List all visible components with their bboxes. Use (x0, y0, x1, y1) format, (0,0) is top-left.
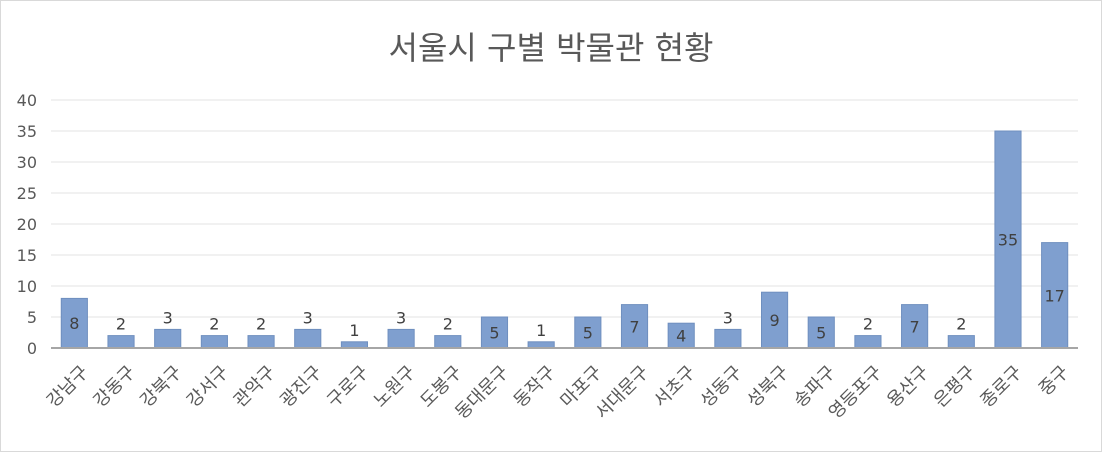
grid (51, 99, 1078, 318)
x-tick-label: 종로구 (977, 362, 1027, 412)
bar (154, 328, 182, 349)
bar (1041, 242, 1069, 349)
data-labels: 8 2 3 2 2 3 1 3 2 5 1 5 7 4 3 9 5 2 7 2 35 17 (69, 231, 1065, 346)
bar (434, 335, 462, 349)
data-label: 9 (769, 311, 779, 330)
data-label: 5 (816, 324, 826, 343)
data-label: 2 (209, 315, 219, 334)
x-tick-label: 중구 (1035, 362, 1073, 400)
data-label: 2 (116, 315, 126, 334)
data-label: 1 (536, 321, 546, 340)
x-tick-label: 노원구 (370, 362, 420, 412)
data-label: 35 (998, 231, 1018, 250)
y-tick-label: 35 (17, 122, 37, 141)
y-tick-label: 5 (27, 308, 37, 327)
x-tick-label: 관악구 (230, 362, 280, 412)
bar (387, 328, 415, 349)
x-tick-label: 강동구 (90, 362, 140, 412)
bar (480, 316, 509, 349)
data-label: 2 (256, 315, 266, 334)
data-label: 2 (443, 315, 453, 334)
bar (854, 335, 882, 349)
data-label: 3 (723, 308, 733, 327)
data-label: 3 (396, 308, 406, 327)
data-label: 2 (863, 315, 873, 334)
y-tick-label: 30 (17, 153, 37, 172)
bar (901, 304, 929, 349)
x-tick-label: 성북구 (743, 362, 793, 412)
data-label: 5 (583, 324, 593, 343)
x-tick-label: 구로구 (323, 362, 373, 412)
bar (714, 328, 742, 349)
data-label: 7 (629, 317, 639, 336)
x-tick-label: 강북구 (136, 362, 186, 412)
y-tick-label: 40 (17, 91, 37, 110)
bars (60, 130, 1069, 349)
data-label: 8 (69, 314, 79, 333)
x-axis-tick-labels: 강남구강동구강북구강서구관악구광진구구로구노원구도봉구동대문구동작구마포구서대문… (43, 362, 1073, 424)
bar (107, 335, 135, 349)
data-label: 5 (489, 324, 499, 343)
x-tick-label: 용산구 (883, 362, 933, 412)
bar (947, 335, 975, 349)
y-tick-label: 0 (27, 339, 37, 358)
y-axis-tick-labels: 0 5 10 15 20 25 30 35 40 (17, 91, 37, 358)
x-tick-label: 강남구 (43, 362, 93, 412)
y-tick-label: 25 (17, 184, 37, 203)
x-tick-label: 성동구 (696, 362, 746, 412)
bar (807, 316, 835, 349)
bar (994, 130, 1022, 349)
data-label: 7 (910, 317, 920, 336)
data-label: 1 (349, 321, 359, 340)
x-tick-label: 광진구 (276, 362, 326, 412)
data-label: 17 (1044, 286, 1064, 305)
x-tick-label: 강서구 (183, 362, 233, 412)
x-tick-label: 은평구 (930, 362, 980, 412)
x-tick-label: 동작구 (510, 362, 560, 412)
y-tick-label: 20 (17, 215, 37, 234)
data-label: 4 (676, 327, 686, 346)
bar (247, 335, 275, 349)
x-tick-label: 서초구 (650, 362, 700, 412)
bar (294, 328, 322, 349)
y-tick-label: 15 (17, 246, 37, 265)
data-label: 3 (163, 308, 173, 327)
bar (200, 335, 228, 349)
bar (60, 297, 88, 349)
y-tick-label: 10 (17, 277, 37, 296)
bar (620, 304, 649, 349)
data-label: 2 (956, 315, 966, 334)
data-label: 3 (303, 308, 313, 327)
chart-title: 서울시 구별 박물관 현황 (389, 29, 714, 67)
bar (760, 291, 789, 349)
